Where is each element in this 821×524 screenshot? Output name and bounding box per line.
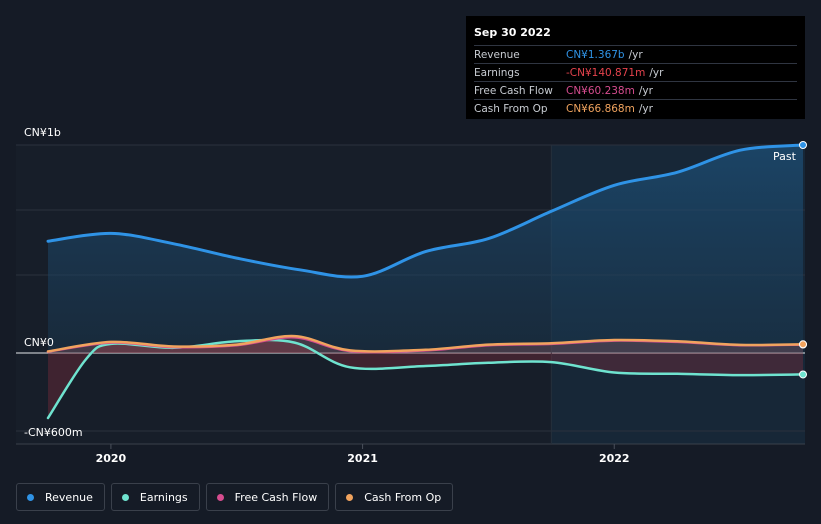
free-cash-flow-dot-icon	[216, 493, 224, 501]
tooltip-label: Free Cash Flow	[474, 84, 553, 97]
legend-label: Cash From Op	[364, 490, 442, 504]
tooltip-row-earnings: Earnings -CN¥140.871m /yr	[474, 63, 797, 81]
earnings-line	[46, 338, 805, 420]
tooltip-label: Cash From Op	[474, 102, 548, 115]
tooltip-value: CN¥60.238m	[566, 84, 635, 97]
tooltip-label: Earnings	[474, 66, 520, 79]
x-tick-label: 2021	[347, 452, 378, 465]
tooltip-unit: /yr	[638, 84, 653, 97]
revenue-line	[46, 143, 805, 279]
legend-label: Free Cash Flow	[234, 490, 318, 504]
revenue-area	[48, 145, 803, 353]
legend-item-earnings[interactable]: Earnings	[110, 483, 200, 511]
tooltip-row-free-cash-flow: Free Cash Flow CN¥60.238m /yr	[474, 81, 797, 99]
legend: Revenue Earnings Free Cash Flow Cash Fro…	[16, 483, 454, 511]
tooltip-panel: Sep 30 2022 Revenue CN¥1.367b /yr Earnin…	[466, 16, 805, 119]
legend-label: Revenue	[45, 490, 93, 504]
tooltip-unit: /yr	[638, 102, 653, 115]
earnings-area	[48, 339, 803, 418]
y-axis-bottom-label: -CN¥600m	[24, 426, 83, 439]
y-axis-zero-label: CN¥0	[24, 336, 54, 349]
revenue-end-point	[799, 141, 807, 149]
tooltip-value: -CN¥140.871m	[566, 66, 646, 79]
y-axis-top-label: CN¥1b	[24, 126, 61, 139]
tooltip-label: Revenue	[474, 48, 520, 61]
tooltip-value: CN¥66.868m	[566, 102, 635, 115]
series-lines	[46, 141, 807, 420]
tooltip-value: CN¥1.367b	[566, 48, 625, 61]
x-tick-label: 2022	[599, 452, 630, 465]
x-tick-label: 2020	[96, 452, 127, 465]
legend-label: Earnings	[139, 490, 188, 504]
legend-item-free-cash-flow[interactable]: Free Cash Flow	[205, 483, 330, 511]
legend-item-cash-from-op[interactable]: Cash From Op	[335, 483, 454, 511]
legend-item-revenue[interactable]: Revenue	[16, 483, 105, 511]
cash-from-op-line	[46, 334, 805, 353]
tooltip-row-cash-from-op: Cash From Op CN¥66.868m /yr	[474, 99, 797, 117]
x-axis-ticks: 2020 2021 2022	[96, 444, 630, 465]
revenue-dot-icon	[27, 493, 34, 501]
earnings-end-point	[799, 370, 807, 379]
tooltip-unit: /yr	[628, 48, 643, 61]
tooltip-date: Sep 30 2022	[474, 26, 551, 39]
cash-from-op-end-point	[799, 340, 807, 349]
past-label: Past	[773, 150, 796, 163]
tooltip-row-revenue: Revenue CN¥1.367b /yr	[474, 45, 797, 63]
tooltip-unit: /yr	[649, 66, 664, 79]
cash-from-op-dot-icon	[346, 493, 354, 501]
earnings-dot-icon	[121, 493, 129, 501]
